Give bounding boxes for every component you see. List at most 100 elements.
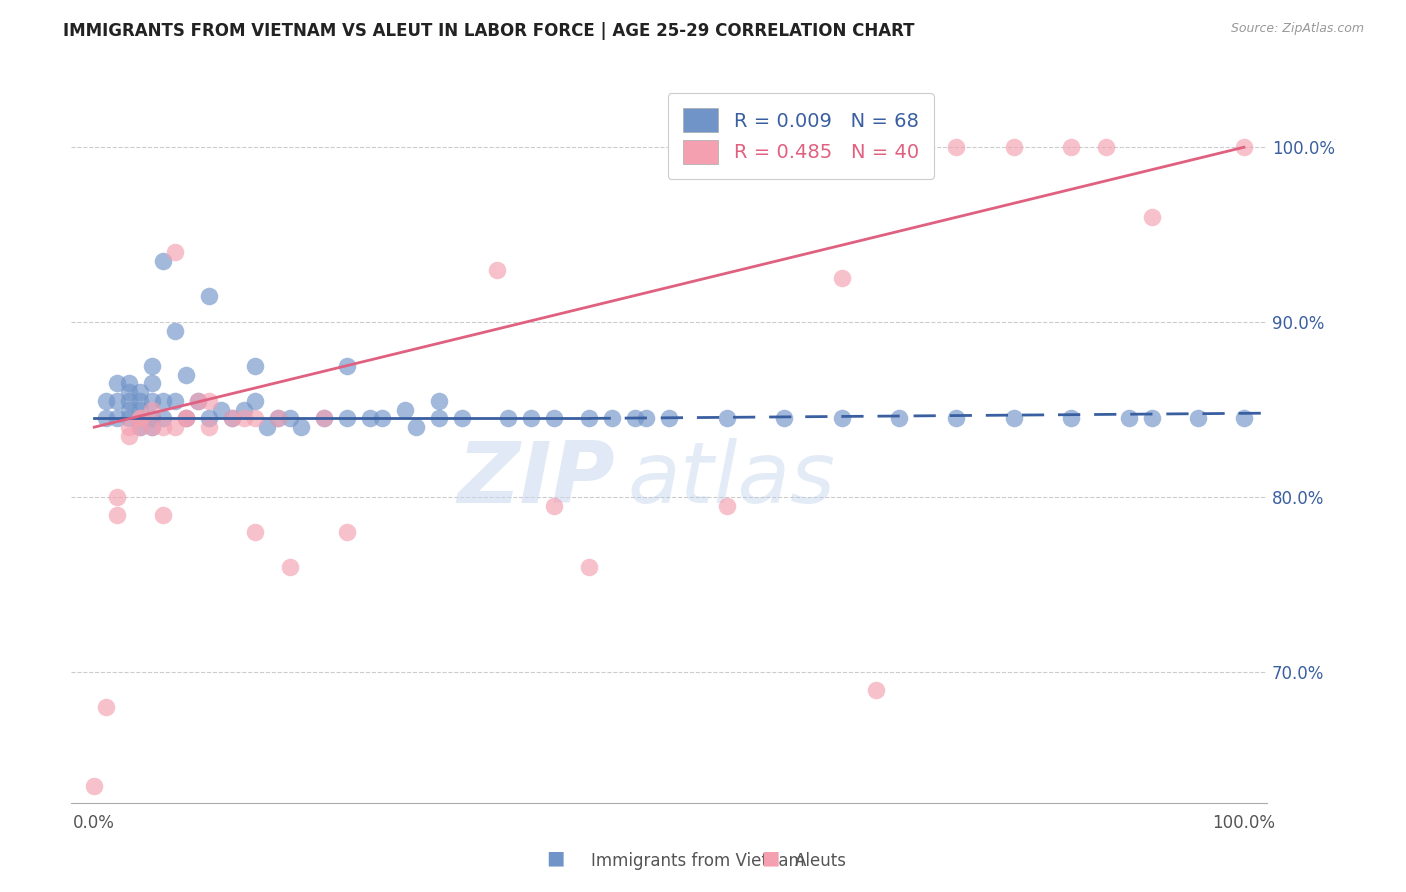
Point (290, 420, 312, 434)
Point (141, 420, 163, 434)
Point (336, 411, 359, 425)
Point (221, 411, 243, 425)
Point (887, 411, 910, 425)
Point (232, 402, 254, 417)
Point (865, 682, 887, 697)
Text: ZIP: ZIP (457, 439, 616, 522)
Point (174, 411, 197, 425)
Point (152, 411, 174, 425)
Point (94, 700, 117, 714)
Point (1118, 411, 1140, 425)
Point (716, 411, 738, 425)
Point (118, 420, 141, 434)
Point (105, 490, 128, 504)
Point (1140, 411, 1163, 425)
Point (141, 376, 163, 391)
Point (636, 411, 658, 425)
Text: Immigrants from Vietnam: Immigrants from Vietnam (591, 852, 804, 870)
Point (163, 393, 186, 408)
Point (658, 411, 681, 425)
Point (1187, 411, 1209, 425)
Point (1233, 140, 1256, 154)
Point (314, 411, 336, 425)
Point (578, 411, 600, 425)
Point (129, 411, 152, 425)
Point (232, 411, 254, 425)
Point (198, 289, 221, 303)
Point (543, 499, 565, 513)
Point (1233, 411, 1256, 425)
Point (267, 411, 290, 425)
Point (1060, 411, 1083, 425)
Point (370, 411, 392, 425)
Point (543, 411, 565, 425)
Point (198, 393, 221, 408)
Point (94, 393, 117, 408)
Text: ■: ■ (546, 848, 565, 867)
Point (427, 411, 450, 425)
Point (221, 411, 243, 425)
Point (600, 411, 623, 425)
Point (118, 393, 141, 408)
Point (336, 525, 359, 540)
Point (1002, 411, 1025, 425)
Point (152, 393, 174, 408)
Point (1060, 140, 1083, 154)
Point (163, 420, 186, 434)
Point (105, 393, 128, 408)
Point (831, 271, 853, 285)
Text: Source: ZipAtlas.com: Source: ZipAtlas.com (1230, 22, 1364, 36)
Point (141, 359, 163, 373)
Point (141, 411, 163, 425)
Point (174, 411, 197, 425)
Point (152, 508, 174, 522)
Point (129, 385, 152, 400)
Point (187, 393, 209, 408)
Text: IMMIGRANTS FROM VIETNAM VS ALEUT IN LABOR FORCE | AGE 25-29 CORRELATION CHART: IMMIGRANTS FROM VIETNAM VS ALEUT IN LABO… (63, 22, 915, 40)
Point (1140, 211, 1163, 225)
Point (129, 393, 152, 408)
Point (118, 429, 141, 443)
Point (83, 779, 105, 793)
Point (163, 245, 186, 260)
Point (831, 411, 853, 425)
Point (243, 525, 266, 540)
Point (118, 402, 141, 417)
Point (278, 560, 301, 574)
Point (578, 560, 600, 574)
Point (336, 359, 359, 373)
Legend: R = 0.009   N = 68, R = 0.485   N = 40: R = 0.009 N = 68, R = 0.485 N = 40 (668, 93, 935, 179)
Point (141, 402, 163, 417)
Point (198, 411, 221, 425)
Point (105, 376, 128, 391)
Point (359, 411, 381, 425)
Point (129, 420, 152, 434)
Text: atlas: atlas (627, 439, 835, 522)
Point (243, 359, 266, 373)
Point (278, 411, 301, 425)
Point (314, 411, 336, 425)
Point (152, 254, 174, 268)
Point (129, 402, 152, 417)
Point (94, 411, 117, 425)
Point (129, 420, 152, 434)
Point (427, 393, 450, 408)
Point (163, 324, 186, 338)
Point (1095, 140, 1118, 154)
Point (394, 402, 416, 417)
Point (105, 508, 128, 522)
Point (623, 411, 645, 425)
Point (174, 368, 197, 382)
Point (945, 411, 967, 425)
Point (105, 411, 128, 425)
Point (118, 376, 141, 391)
Point (129, 411, 152, 425)
Point (485, 262, 508, 277)
Point (243, 411, 266, 425)
Point (496, 411, 519, 425)
Point (141, 420, 163, 434)
Point (256, 420, 278, 434)
Point (152, 420, 174, 434)
Point (267, 411, 290, 425)
Point (945, 140, 967, 154)
